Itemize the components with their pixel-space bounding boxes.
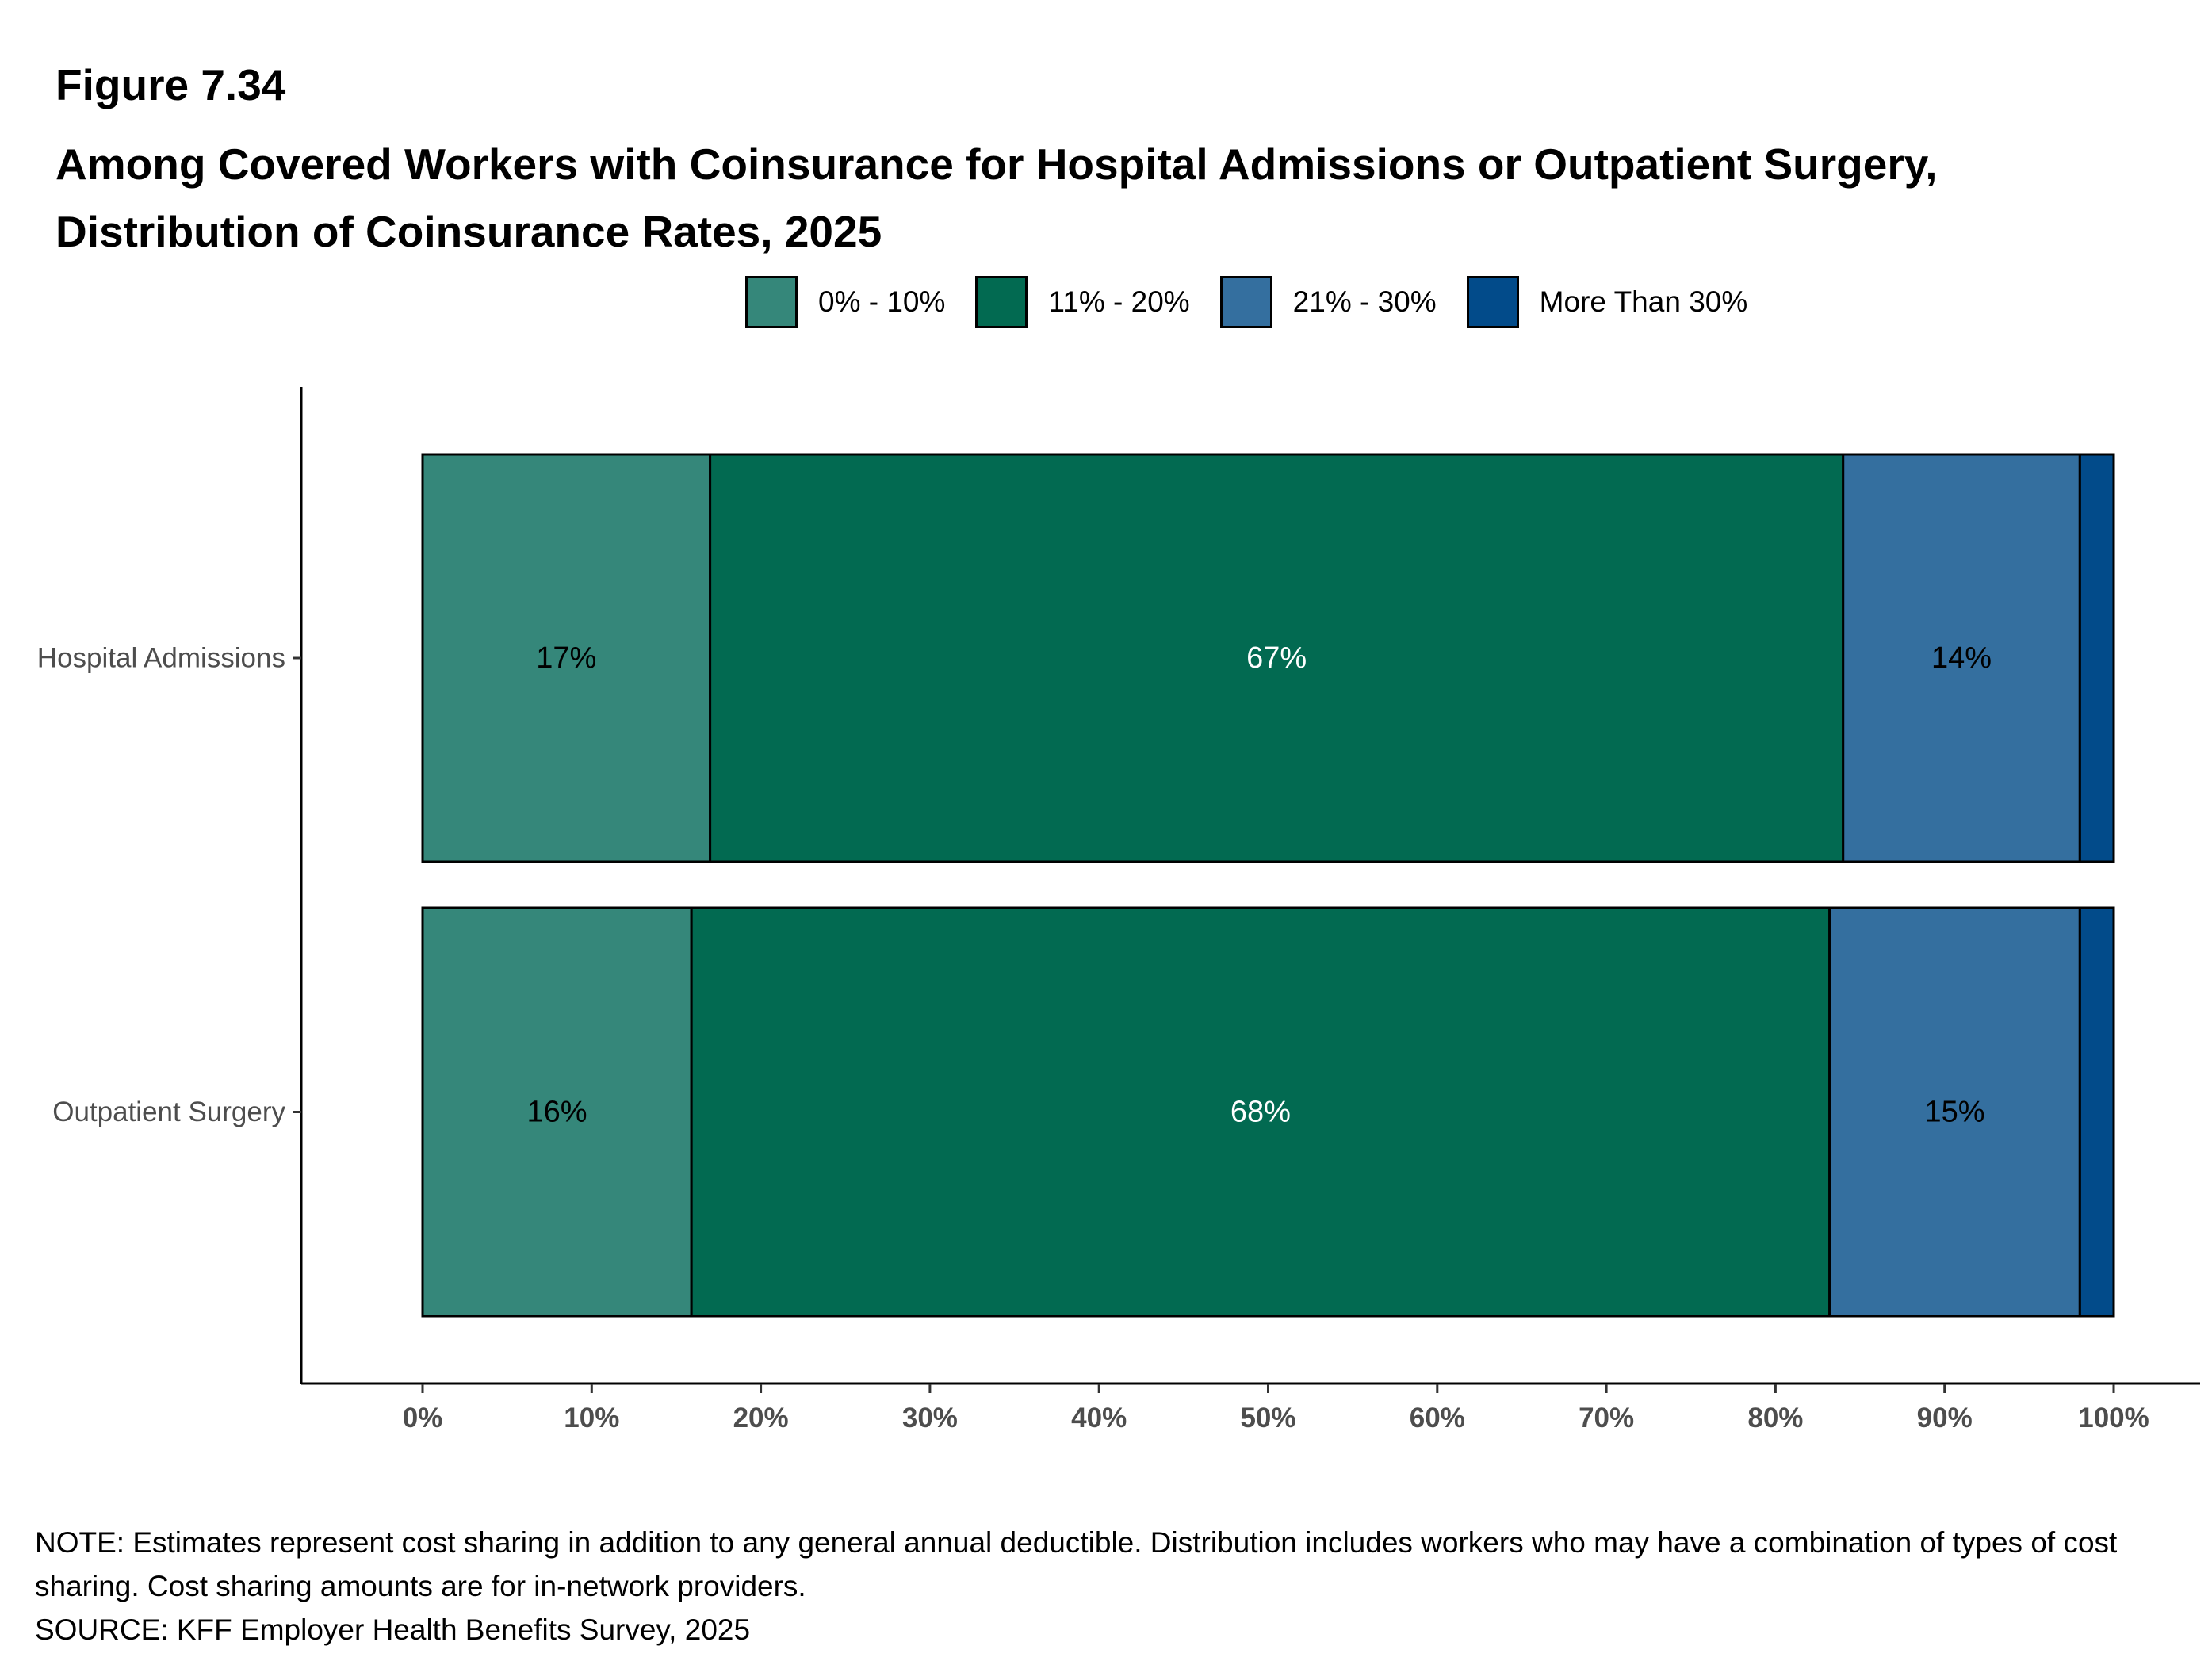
x-tick-label: 40% bbox=[1071, 1403, 1127, 1433]
category-label: Outpatient Surgery bbox=[52, 1097, 285, 1127]
legend-item: 21% - 30% bbox=[1219, 276, 1437, 328]
x-tick-label: 20% bbox=[733, 1403, 789, 1433]
data-label: 68% bbox=[1230, 1096, 1291, 1129]
chart-title: Among Covered Workers with Coinsurance f… bbox=[55, 140, 1938, 256]
legend-swatch bbox=[1466, 276, 1519, 328]
x-tick-label: 100% bbox=[2078, 1403, 2149, 1433]
x-tick-label: 50% bbox=[1240, 1403, 1295, 1433]
data-label: 15% bbox=[1924, 1096, 1984, 1129]
category-label: Hospital Admissions bbox=[37, 643, 285, 674]
x-tick-label: 80% bbox=[1747, 1403, 1803, 1433]
bar-segment bbox=[421, 453, 712, 863]
bar-segment bbox=[2078, 453, 2115, 863]
legend-item: 0% - 10% bbox=[745, 276, 945, 328]
legend-item: More Than 30% bbox=[1466, 276, 1748, 328]
figure-label: Figure 7.34 bbox=[55, 60, 286, 109]
x-tick-label: 0% bbox=[403, 1403, 443, 1433]
data-label: 14% bbox=[1931, 641, 1992, 675]
x-tick-label: 10% bbox=[564, 1403, 619, 1433]
legend: 0% - 10% 11% - 20% 21% - 30% More Than 30% bbox=[745, 274, 1778, 331]
bar-segment bbox=[1828, 906, 2081, 1318]
legend-swatch bbox=[975, 276, 1028, 328]
x-tick-label: 60% bbox=[1410, 1403, 1465, 1433]
legend-label: More Than 30% bbox=[1539, 285, 1748, 318]
data-label: 17% bbox=[536, 641, 596, 675]
note-text: NOTE: Estimates represent cost sharing i… bbox=[35, 1526, 2118, 1602]
stacked-bar-chart: 17% 67% 14% Hospital Admissions 16% 68% 15% Out… bbox=[37, 387, 2200, 1433]
footnotes: NOTE: Estimates represent cost sharing i… bbox=[35, 1521, 2176, 1652]
legend-item: 11% - 20% bbox=[975, 276, 1190, 328]
data-label: 16% bbox=[527, 1096, 587, 1129]
x-tick-label: 70% bbox=[1579, 1403, 1634, 1433]
bar-segment bbox=[2078, 906, 2115, 1318]
legend-label: 21% - 30% bbox=[1292, 285, 1437, 318]
legend-label: 0% - 10% bbox=[818, 285, 946, 318]
bar-segment bbox=[690, 906, 1831, 1318]
bar-segment bbox=[421, 906, 693, 1318]
source-text: SOURCE: KFF Employer Health Benefits Sur… bbox=[35, 1613, 751, 1646]
legend-swatch bbox=[1219, 276, 1272, 328]
bar-segment bbox=[1842, 453, 2081, 863]
legend-swatch bbox=[745, 276, 798, 328]
data-label: 67% bbox=[1246, 641, 1307, 675]
bar-segment bbox=[709, 453, 1845, 863]
legend-label: 11% - 20% bbox=[1048, 285, 1190, 318]
x-tick-label: 30% bbox=[902, 1403, 958, 1433]
x-tick-label: 90% bbox=[1917, 1403, 1973, 1433]
